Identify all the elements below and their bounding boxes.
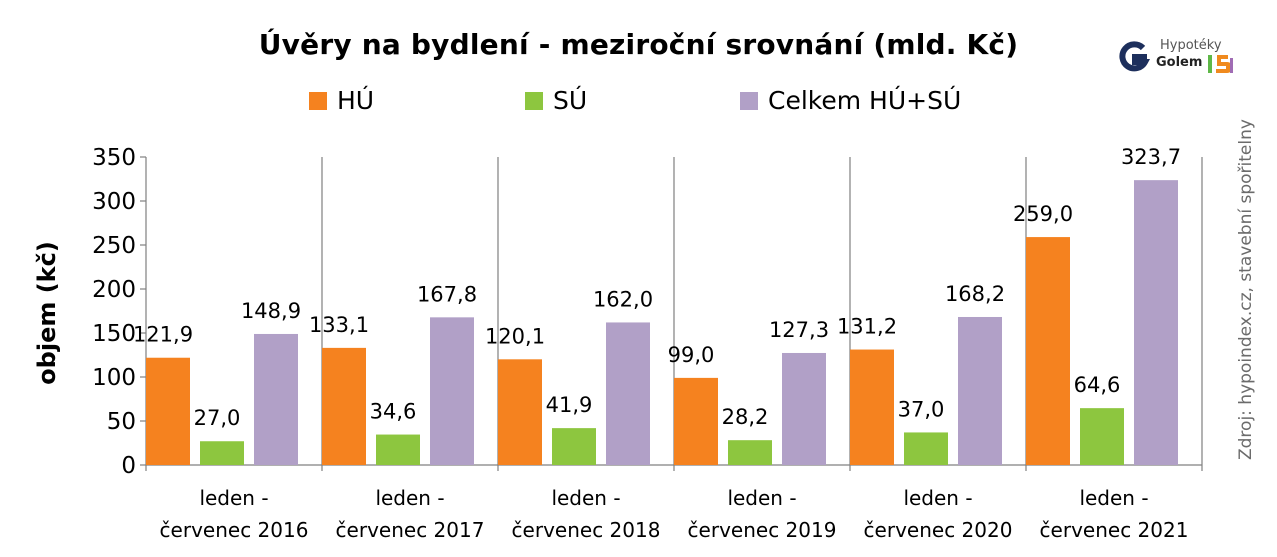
bar-hu	[322, 347, 366, 465]
x-category-label: leden -	[551, 486, 620, 510]
bar-su	[376, 434, 420, 465]
y-tick-label: 100	[92, 365, 136, 391]
x-category-label: červenec 2017	[336, 518, 485, 542]
chart-legend: HÚ SÚ Celkem HÚ+SÚ	[0, 86, 1277, 116]
golem-g-icon	[1119, 41, 1151, 72]
y-tick-label: 300	[92, 189, 136, 215]
data-label: 148,9	[241, 299, 301, 323]
legend-label-celkem: Celkem HÚ+SÚ	[768, 86, 962, 115]
data-label: 27,0	[194, 406, 241, 430]
data-label: 41,9	[546, 393, 593, 417]
x-category-label: červenec 2021	[1040, 518, 1189, 542]
data-label: 162,0	[593, 287, 653, 311]
legend-swatch-celkem	[740, 91, 758, 110]
data-label: 34,6	[370, 400, 417, 424]
bar-celkem	[606, 322, 650, 465]
y-tick-label: 150	[92, 321, 136, 347]
bar-su	[200, 441, 244, 465]
legend-item-celkem: Celkem HÚ+SÚ	[740, 86, 961, 115]
bar-celkem	[254, 333, 298, 465]
bar-celkem	[1134, 180, 1178, 466]
bar-su	[1080, 408, 1124, 465]
data-label: 37,0	[898, 397, 945, 421]
logo-text-hypoteky: Hypotéky	[1160, 38, 1222, 53]
bar-celkem	[782, 352, 826, 465]
bar-hu	[850, 349, 894, 465]
bar-hu	[146, 357, 190, 465]
data-label: 120,1	[485, 324, 545, 348]
y-axis-title: objem (kč)	[33, 241, 61, 385]
bar-celkem	[430, 317, 474, 465]
x-category-label: leden -	[727, 486, 796, 510]
chart-title: Úvěry na bydlení - meziroční srovnání (m…	[258, 28, 1019, 61]
x-category-label: červenec 2018	[512, 518, 661, 542]
data-label: 131,2	[837, 315, 897, 339]
bar-celkem	[958, 316, 1002, 465]
bar-hu	[1026, 237, 1070, 465]
legend-swatch-su	[525, 91, 543, 110]
legend-item-su: SÚ	[525, 86, 587, 115]
x-category-label: leden -	[903, 486, 972, 510]
x-category-label: leden -	[199, 486, 268, 510]
data-label: 28,2	[722, 405, 769, 429]
data-label: 133,1	[309, 313, 369, 337]
data-label: 323,7	[1121, 145, 1181, 169]
bar-su	[552, 428, 596, 465]
x-category-label: červenec 2020	[864, 518, 1013, 542]
15-let-badge-icon	[1208, 55, 1233, 73]
hypoteky-golem-logo: Hypotéky Golem	[1118, 38, 1248, 78]
data-label: 167,8	[417, 282, 477, 306]
y-tick-label: 250	[92, 233, 136, 259]
data-label: 64,6	[1074, 373, 1121, 397]
legend-swatch-hu	[309, 91, 327, 110]
data-label: 168,2	[945, 282, 1005, 306]
data-label: 259,0	[1013, 202, 1073, 226]
data-label: 121,9	[133, 323, 193, 347]
bar-hu	[498, 359, 542, 465]
x-category-label: červenec 2016	[160, 518, 309, 542]
bar-hu	[674, 377, 718, 465]
data-label: 99,0	[668, 343, 715, 367]
legend-label-su: SÚ	[553, 86, 588, 115]
x-category-label: červenec 2019	[688, 518, 837, 542]
bar-su	[728, 440, 772, 465]
x-category-label: leden -	[1079, 486, 1148, 510]
legend-item-hu: HÚ	[309, 86, 374, 115]
data-label: 127,3	[769, 318, 829, 342]
y-tick-label: 50	[107, 409, 136, 435]
y-tick-label: 200	[92, 277, 136, 303]
y-tick-label: 350	[92, 145, 136, 171]
bar-su	[904, 432, 948, 465]
y-tick-label: 0	[121, 453, 136, 479]
logo-text-golem: Golem	[1156, 55, 1203, 70]
legend-label-hu: HÚ	[337, 86, 375, 115]
x-category-label: leden -	[375, 486, 444, 510]
